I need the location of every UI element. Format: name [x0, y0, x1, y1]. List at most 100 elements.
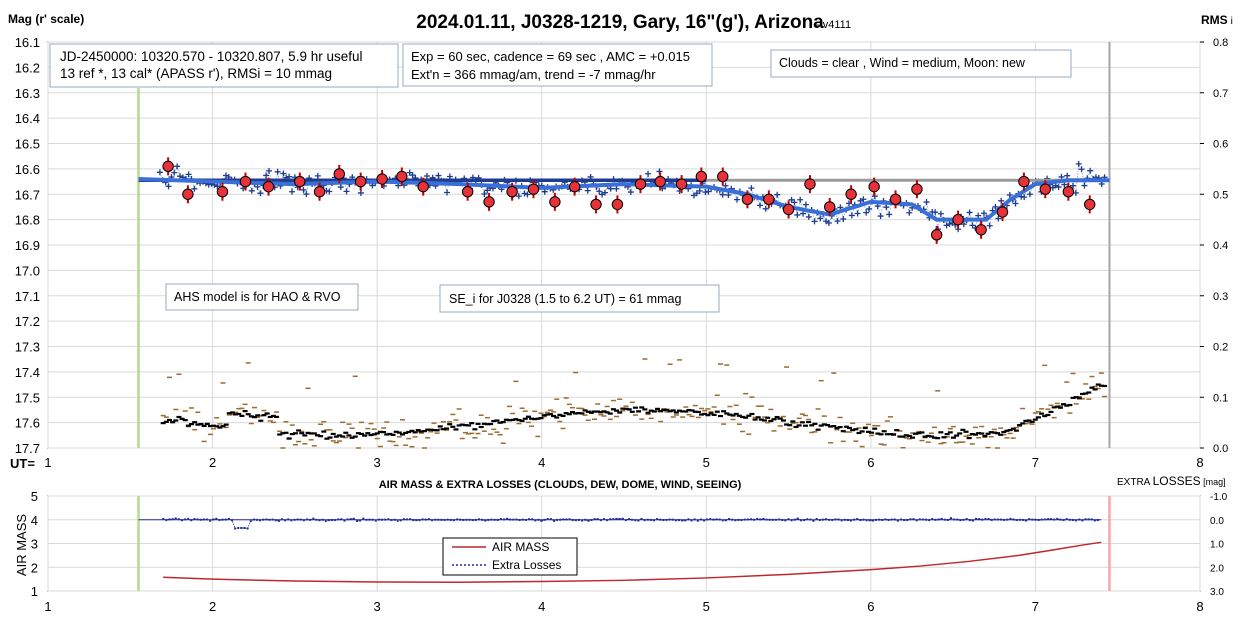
extra-losses-point: [174, 517, 177, 520]
raw-point: [1081, 182, 1088, 189]
extra-losses-point: [387, 518, 390, 521]
bottom-y2-tick-label: 1.0: [1210, 540, 1224, 551]
extra-losses-point: [909, 518, 912, 521]
extra-losses-point: [818, 519, 821, 522]
extra-losses-point: [796, 517, 799, 520]
extra-losses-point: [715, 518, 718, 521]
extra-losses-point: [343, 519, 346, 522]
raw-point: [998, 197, 1005, 204]
raw-point: [1075, 160, 1082, 167]
binned-point: [741, 193, 754, 206]
extra-losses-point: [931, 517, 934, 520]
binned-point: [417, 180, 429, 193]
extra-losses-point: [684, 519, 687, 522]
binned-point: [695, 170, 708, 183]
top-y-tick-label: 16.1: [15, 35, 40, 50]
extra-losses-point: [302, 519, 305, 522]
binned-point: [262, 180, 275, 193]
extra-losses-point: [1053, 518, 1056, 521]
raw-point: [886, 211, 893, 218]
extra-losses-point: [209, 519, 212, 522]
extra-losses-point: [549, 518, 552, 521]
extra-losses-point: [318, 519, 321, 522]
extra-losses-point: [928, 519, 931, 522]
binned-point: [549, 196, 561, 208]
extra-losses-point: [868, 519, 871, 522]
jd-info-line-2: 13 ref *, 13 cal* (APASS r'), RMSi = 10 …: [60, 66, 332, 81]
extra-losses-point: [987, 517, 990, 520]
exposure-info-box: [402, 43, 713, 87]
raw-point: [257, 190, 264, 197]
raw-point: [524, 191, 531, 198]
raw-point: [748, 185, 755, 192]
extra-losses-point: [893, 518, 896, 521]
extra-losses-point: [280, 518, 283, 521]
raw-point: [825, 219, 832, 226]
extra-losses-point: [202, 518, 205, 521]
raw-point: [165, 183, 172, 190]
extra-losses-point: [346, 518, 349, 521]
raw-point: [1087, 167, 1094, 174]
extra-losses-point: [306, 518, 309, 521]
extra-losses-point: [1062, 519, 1065, 522]
extra-losses-point: [468, 518, 471, 521]
extra-losses-point: [1018, 518, 1021, 521]
extra-losses-point: [846, 518, 849, 521]
bottom-y-tick-label: 4: [31, 513, 38, 528]
extra-losses-point: [809, 518, 812, 521]
raw-point: [1026, 191, 1033, 198]
extra-losses-point: [871, 519, 874, 522]
extra-losses-point: [352, 517, 355, 520]
extra-losses-point: [193, 518, 196, 521]
extra-losses-point: [915, 519, 918, 522]
raw-point: [185, 171, 192, 178]
ahs-model-text: AHS model is for HAO & RVO: [174, 290, 341, 304]
extra-losses-point: [975, 517, 978, 520]
extra-losses-point: [593, 518, 596, 521]
top-x-tick-label: 2: [209, 455, 216, 470]
extra-losses-point: [312, 517, 315, 520]
extra-losses-point: [690, 519, 693, 522]
binned-point: [654, 175, 666, 188]
extra-losses-point: [362, 517, 365, 520]
extra-losses-point: [1050, 518, 1053, 521]
extra-losses-point: [243, 526, 246, 529]
extra-losses-point: [543, 518, 546, 521]
raw-point: [214, 183, 221, 190]
extra-losses-point: [1028, 518, 1031, 521]
bottom-y2-axis-label: EXTRA LOSSES [mag]: [1117, 474, 1226, 488]
raw-point: [343, 188, 350, 195]
extra-losses-point: [274, 519, 277, 522]
extra-losses-point: [793, 518, 796, 521]
top-x-tick-label: 8: [1196, 455, 1203, 470]
extra-losses-point: [574, 519, 577, 522]
extra-losses-point: [784, 519, 787, 522]
extra-losses-point: [427, 518, 430, 521]
extra-losses-point: [1000, 518, 1003, 521]
extra-losses-point: [374, 519, 377, 522]
extra-losses-point: [628, 518, 631, 521]
top-chart-version: - v4111: [816, 19, 851, 31]
raw-point: [734, 196, 741, 203]
raw-point: [481, 191, 488, 198]
extra-losses-point: [853, 518, 856, 521]
extra-losses-point: [1071, 518, 1074, 521]
extra-losses-point: [356, 520, 359, 523]
binned-point: [354, 175, 367, 188]
extra-losses-point: [1031, 518, 1034, 521]
extra-losses-point: [215, 517, 218, 520]
extra-losses-point: [315, 518, 318, 521]
extra-losses-point: [781, 518, 784, 521]
extra-losses-point: [906, 519, 909, 522]
top-y2-axis-label-main: RMS: [1201, 13, 1228, 27]
extra-losses-point: [746, 518, 749, 521]
binned-point: [527, 183, 540, 195]
binned-point: [717, 170, 729, 183]
raw-point: [174, 163, 181, 170]
raw-point: [906, 209, 913, 216]
raw-point: [797, 196, 804, 203]
extra-losses-point: [774, 518, 777, 521]
extra-losses-point: [284, 519, 287, 522]
extra-losses-point: [402, 518, 405, 521]
extra-losses-point: [293, 518, 296, 521]
